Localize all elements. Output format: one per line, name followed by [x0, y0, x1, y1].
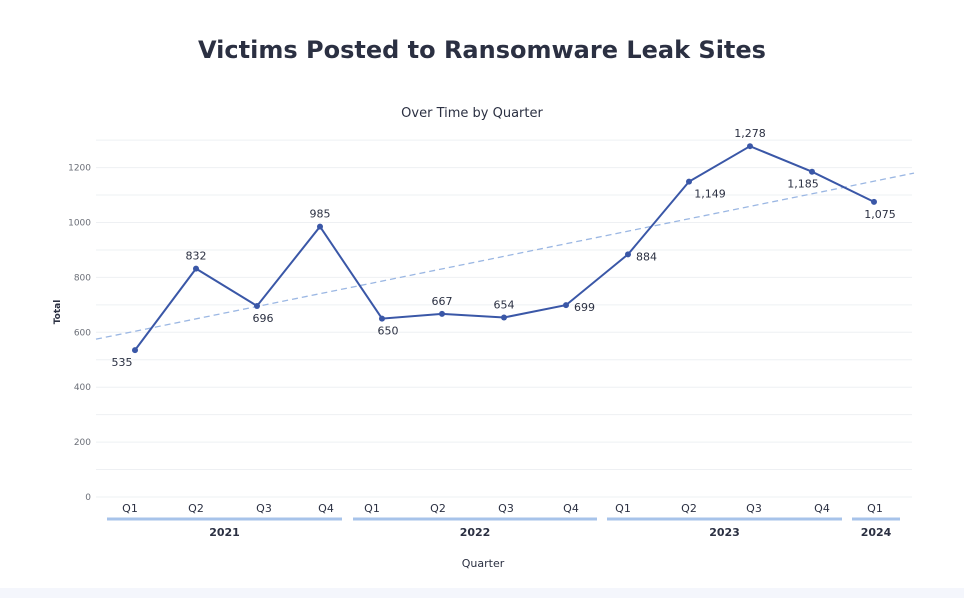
- y-tick-label: 0: [85, 493, 91, 503]
- x-tick-label: Q1: [122, 502, 138, 515]
- year-label: 2021: [209, 526, 240, 539]
- y-tick-label: 400: [74, 383, 91, 393]
- y-axis-label: Total: [53, 300, 63, 325]
- x-tick-label: Q1: [364, 502, 380, 515]
- x-tick-label: Q2: [188, 502, 204, 515]
- data-label: 650: [378, 325, 399, 338]
- y-tick-label: 800: [74, 273, 91, 283]
- data-label: 1,185: [787, 178, 819, 191]
- x-tick-label: Q3: [498, 502, 514, 515]
- data-point: [254, 302, 260, 309]
- data-point: [501, 314, 507, 321]
- data-point: [625, 251, 631, 258]
- x-tick-label: Q3: [746, 502, 762, 515]
- y-tick-label: 600: [74, 328, 91, 338]
- chart-title: Victims Posted to Ransomware Leak Sites: [198, 36, 766, 64]
- x-tick-label: Q4: [814, 502, 830, 515]
- x-tick-label: Q2: [430, 502, 446, 515]
- x-tick-label: Q3: [256, 502, 272, 515]
- trend-line: [95, 172, 915, 340]
- data-label: 699: [574, 301, 595, 314]
- data-point: [747, 143, 753, 150]
- data-label: 1,149: [694, 188, 726, 201]
- x-tick-label: Q4: [318, 502, 334, 515]
- data-label: 535: [112, 356, 133, 369]
- data-point: [686, 178, 692, 185]
- y-tick-label: 1200: [68, 164, 91, 174]
- data-label: 696: [253, 312, 274, 325]
- data-label: 1,075: [864, 208, 896, 221]
- data-label: 1,278: [734, 127, 766, 140]
- x-tick-label: Q1: [615, 502, 631, 515]
- x-tick-label: Q2: [681, 502, 697, 515]
- x-axis-label: Quarter: [462, 557, 505, 570]
- data-point: [809, 168, 815, 175]
- year-label: 2023: [709, 526, 740, 539]
- year-label: 2022: [460, 526, 491, 539]
- x-tick-label: Q1: [867, 502, 883, 515]
- data-point: [317, 223, 323, 230]
- data-point: [379, 315, 385, 322]
- data-label: 985: [310, 208, 331, 221]
- y-tick-label: 200: [74, 438, 91, 448]
- chart-subtitle: Over Time by Quarter: [401, 106, 543, 121]
- bottom-band: [0, 588, 964, 598]
- data-label: 667: [432, 295, 453, 308]
- data-point: [439, 310, 445, 317]
- data-label: 654: [494, 298, 515, 311]
- data-label: 884: [636, 250, 657, 263]
- data-point: [193, 265, 199, 272]
- data-point: [563, 302, 569, 309]
- x-tick-label: Q4: [563, 502, 579, 515]
- year-label: 2024: [861, 526, 892, 539]
- data-point: [871, 198, 877, 205]
- data-point: [132, 347, 138, 354]
- y-tick-label: 1000: [68, 219, 91, 229]
- data-label: 832: [186, 250, 207, 263]
